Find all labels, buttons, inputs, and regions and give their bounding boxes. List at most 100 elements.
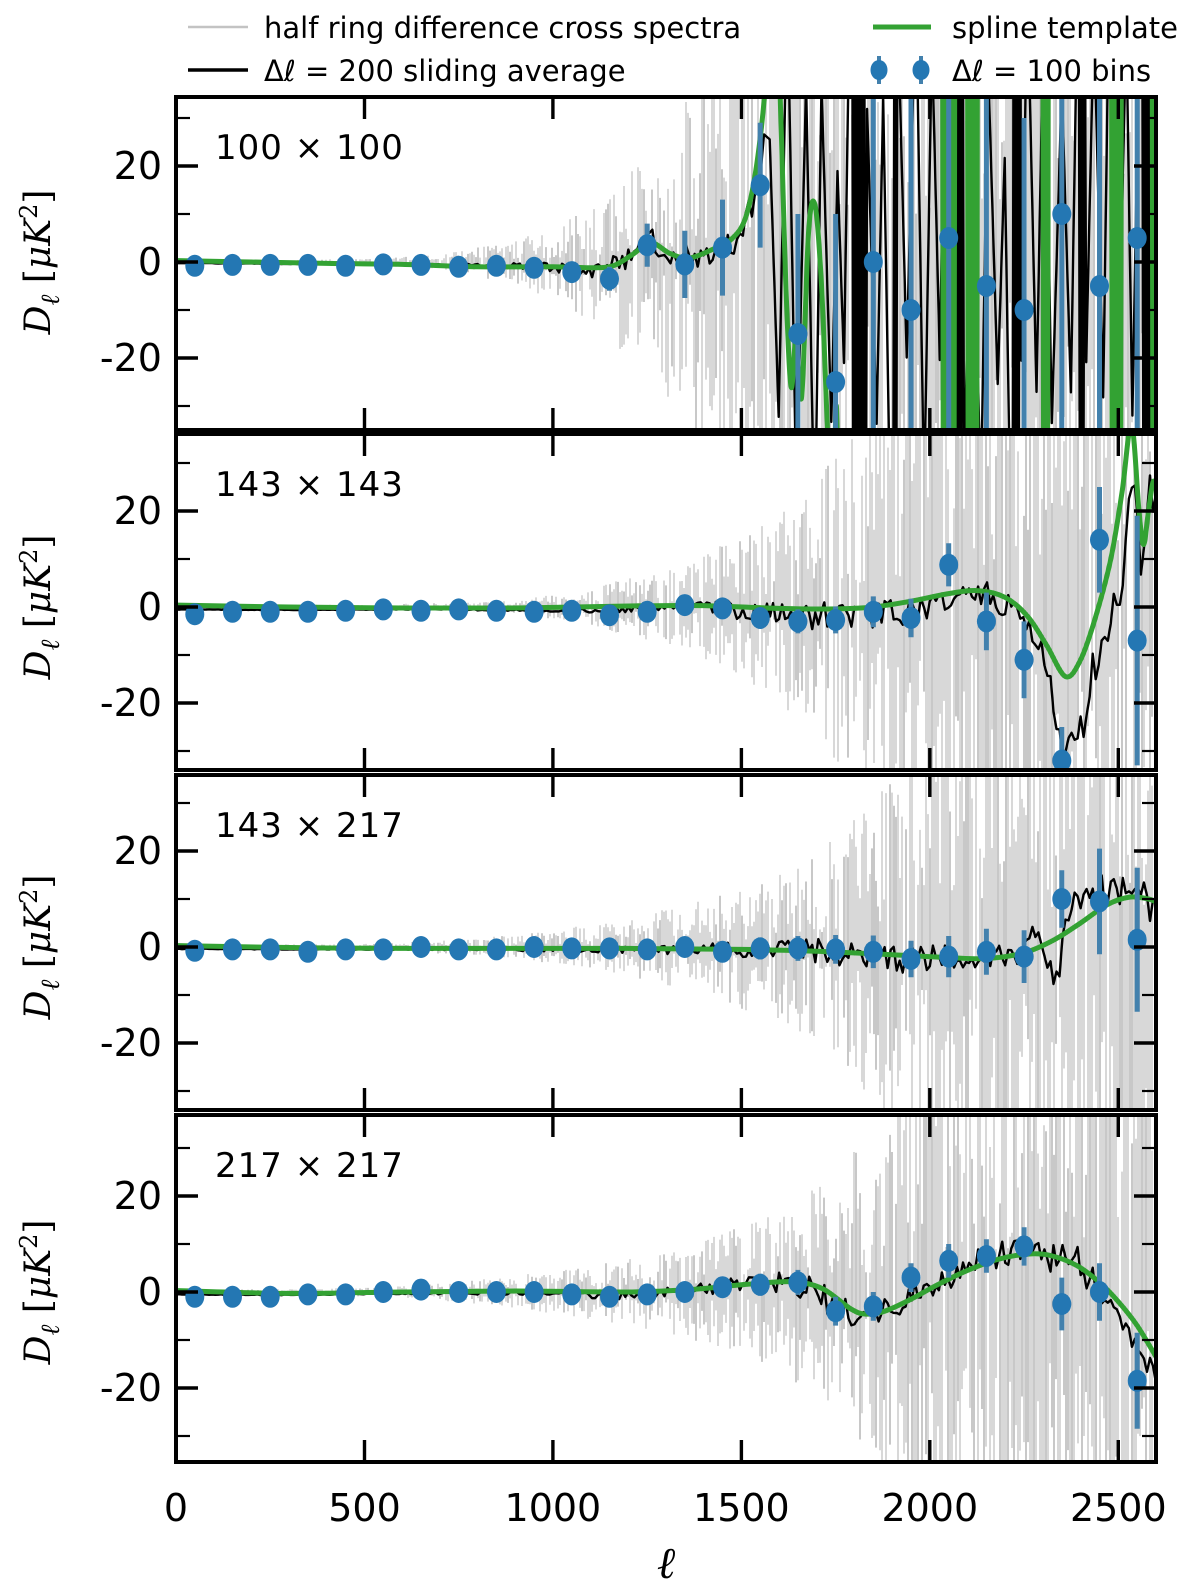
panel-217×217: 20 0 -20 217 × 217 Dℓ [μK2] [15,1113,1158,1464]
xtick-label: 2000 [881,1486,978,1530]
ytick-label: 20 [114,144,162,188]
ytick-label: -20 [100,336,162,380]
bin-marker [976,1245,996,1267]
bin-marker [449,938,469,961]
bin-marker [562,937,582,960]
bin-marker [863,940,883,963]
ytick-label: 20 [114,1174,162,1218]
panel-title: 217 × 217 [215,1146,404,1186]
ytick-label: -20 [100,1021,162,1065]
bin-marker [1090,890,1109,913]
bin-marker [486,254,506,277]
bin-marker [336,254,356,277]
bin-marker [637,600,657,623]
y-axis-label: Dℓ [μK2] [15,875,66,1021]
bin-marker [826,1300,846,1323]
bin-marker [373,598,393,621]
bin-marker [298,1283,318,1306]
ytick-label: 20 [114,829,162,873]
xtick-label: 1500 [693,1486,790,1530]
bin-marker [901,1266,921,1289]
bin-marker [336,1283,356,1306]
legend: half ring difference cross spectra Δℓ = 2… [188,11,1178,88]
bin-marker [524,600,544,623]
bin-markers [185,888,1147,970]
panel-spine [174,432,1158,772]
bin-marker [750,174,770,197]
bin-marker [336,599,356,622]
legend-bin-marker-icon [870,60,888,80]
axis-ticks [174,1117,1154,1460]
panel-143×217: 20 0 -20 143 × 217 Dℓ [μK2] [15,773,1158,1112]
bin-marker [411,936,431,958]
bin-marker [750,937,770,960]
spline-template-curve [178,894,1154,962]
bin-marker [373,253,393,276]
bin-marker [1052,749,1072,768]
axis-ticks [174,99,1154,428]
bin-marker [976,275,996,297]
y-axis-label: Dℓ [μK2] [15,535,66,681]
bin-marker [1052,888,1072,910]
bin-marker [260,253,280,276]
bin-marker [1014,945,1034,968]
bin-marker [1052,1293,1072,1315]
panel-spine [174,95,1158,432]
bin-marker [298,940,318,963]
bin-marker [675,936,695,958]
ytick-label: 0 [138,925,162,969]
bin-marker [524,936,544,958]
bin-marker [524,1281,544,1303]
bin-marker [298,600,318,623]
bin-marker [336,938,356,961]
bin-marker [411,1278,431,1301]
bin-marker [185,939,205,962]
bin-marker [901,948,921,970]
panel-100×100: 20 0 -20 100 × 100 Dℓ [μK2] [15,95,1158,432]
bin-marker [750,607,770,629]
bin-marker [411,253,431,276]
legend-item-bins: Δℓ = 100 bins [870,54,1151,88]
bin-marker [600,1285,619,1308]
ytick-labels: 20 0 -20 [100,489,162,725]
bin-marker [524,256,544,279]
xtick-labels: 0 500 1000 1500 2000 2500 [164,1486,1167,1530]
xtick-label: 1000 [505,1486,602,1530]
panel-spine [174,1113,1158,1464]
bin-markers [185,174,1147,393]
bin-marker [185,254,205,277]
y-axis-label: Dℓ [μK2] [15,190,66,336]
ytick-labels: 20 0 -20 [100,144,162,380]
bin-marker [939,227,959,249]
bin-marker [562,1283,582,1306]
bin-marker [750,1273,770,1296]
bin-marker [863,600,883,623]
bin-marker [449,598,469,621]
bin-marker [411,599,431,622]
bin-marker [863,1295,883,1318]
bin-marker [1127,227,1147,249]
bin-marker [260,1285,280,1308]
bin-marker [713,236,732,259]
legend-item-spline-template: spline template [873,11,1178,45]
legend-label-half-ring: half ring difference cross spectra [264,11,741,45]
ytick-label: -20 [100,681,162,725]
bin-marker [486,938,506,961]
legend-label-spline-template: spline template [952,11,1178,45]
ytick-label: -20 [100,1366,162,1410]
ytick-label: 0 [138,585,162,629]
bin-marker [223,938,242,961]
ytick-label: 0 [138,240,162,284]
panel-title: 143 × 143 [215,465,404,505]
ytick-labels: 20 0 -20 [100,829,162,1065]
legend-label-sliding-average: Δℓ = 200 sliding average [264,54,626,88]
panel-title: 100 × 100 [215,128,404,168]
bin-marker [713,1276,732,1299]
y-axis-label: Dℓ [μK2] [15,1220,66,1366]
bin-marker [260,600,280,623]
bin-marker [562,599,582,622]
bin-marker [486,1281,506,1303]
bin-marker [675,1281,695,1303]
bin-marker [600,267,619,290]
